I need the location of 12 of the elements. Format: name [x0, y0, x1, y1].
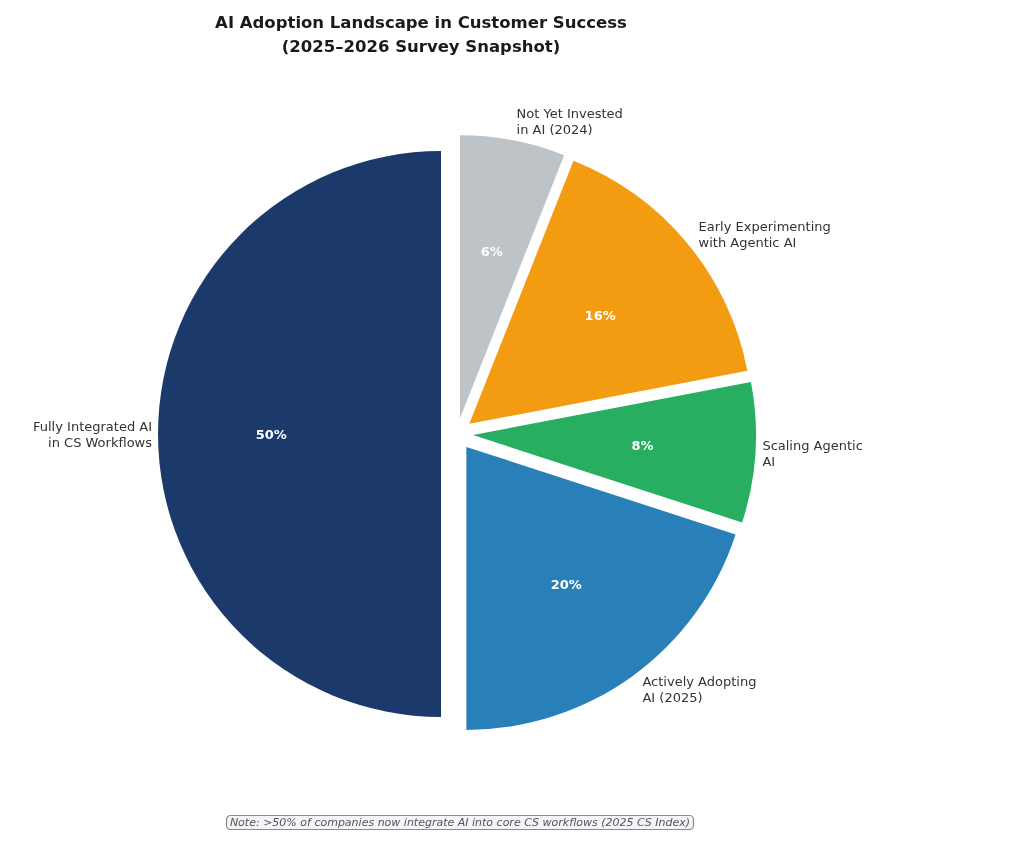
- text: Note: >50% of companies now integrate AI into core CS workflows (2025 CS Index): [229, 816, 691, 829]
- data-label: 50%: [255, 426, 287, 442]
- data-label: 6%: [480, 243, 503, 259]
- slice-label: Actively Adopting AI (2025): [642, 673, 757, 705]
- data-label: 20%: [550, 576, 582, 592]
- slice-label: Scaling Agentic AI: [762, 437, 863, 469]
- slice-label: Fully Integrated AI in CS Workflows: [33, 418, 153, 450]
- data-label: 8%: [631, 438, 654, 454]
- slice-label: Not Yet Invested in AI (2024): [516, 106, 623, 138]
- data-label: 16%: [584, 308, 616, 324]
- chart-title: AI Adoption Landscape in Customer Success (2025–2026 Survey Snapshot): [215, 12, 628, 56]
- slice-label: Early Experimenting with Agentic AI: [698, 218, 831, 250]
